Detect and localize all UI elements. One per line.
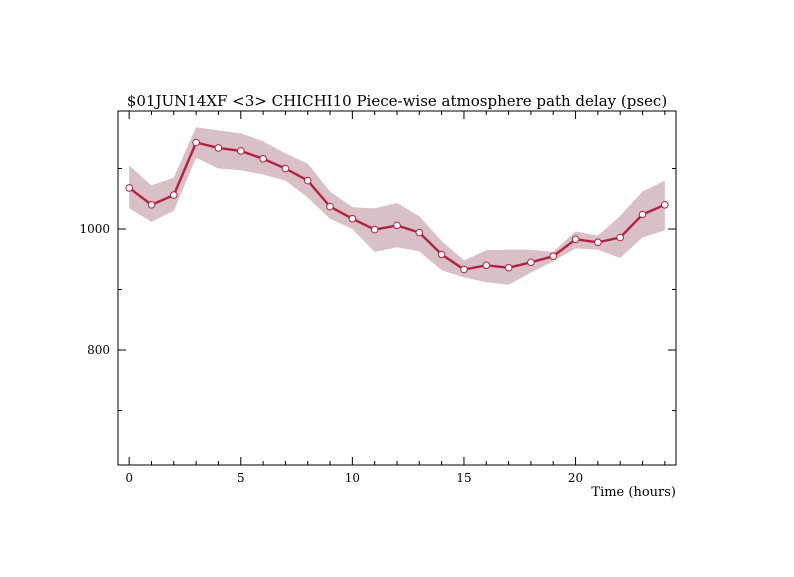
- data-point: [594, 238, 602, 247]
- x-tick-label: 5: [237, 471, 245, 485]
- chart-title: $01JUN14XF <3> CHICHI10 Piece-wise atmos…: [127, 92, 667, 110]
- data-point: [616, 233, 625, 242]
- data-point: [147, 201, 156, 209]
- data-point: [303, 176, 312, 185]
- data-point: [370, 225, 379, 234]
- data-point: [460, 265, 468, 274]
- data-point: [571, 235, 580, 244]
- data-point: [170, 191, 178, 199]
- data-point: [549, 252, 558, 261]
- uncertainty-band: [129, 127, 665, 285]
- data-point: [214, 144, 223, 152]
- data-point: [326, 202, 334, 211]
- data-point: [527, 258, 535, 267]
- data-point: [504, 263, 513, 272]
- x-tick-label: 0: [125, 471, 133, 485]
- data-point: [661, 201, 669, 209]
- data-point: [415, 228, 424, 237]
- uncertainty-band-layer: [129, 127, 665, 285]
- data-point: [125, 184, 133, 192]
- x-tick-label: 15: [456, 471, 471, 485]
- y-tick-label: 1000: [79, 222, 110, 236]
- x-tick-label: 10: [345, 471, 360, 485]
- plot-frame: [117, 110, 677, 466]
- data-point: [348, 214, 357, 223]
- data-point: [237, 147, 245, 155]
- data-point: [192, 138, 200, 147]
- data-point-layer: [125, 138, 669, 274]
- data-point: [281, 164, 290, 173]
- x-tick-label: 20: [568, 471, 583, 485]
- data-point: [259, 155, 267, 163]
- axes: 0 5 10 15 20 800 1000: [79, 110, 677, 485]
- x-axis-label: Time (hours): [591, 485, 676, 500]
- y-tick-label: 800: [87, 343, 110, 357]
- data-point: [638, 210, 647, 219]
- data-point: [437, 250, 446, 259]
- data-point: [482, 261, 491, 270]
- data-point: [393, 221, 401, 230]
